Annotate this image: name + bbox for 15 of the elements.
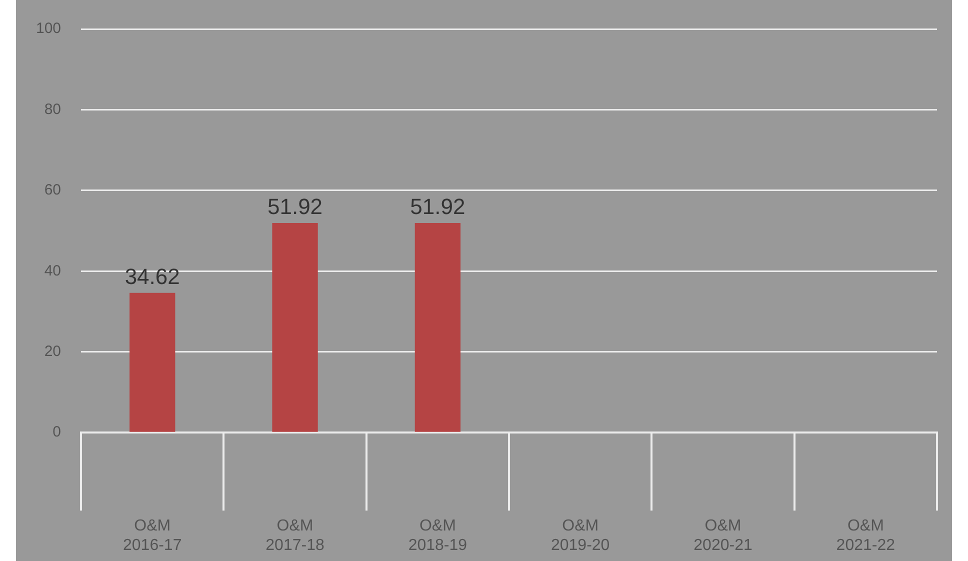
- x-tick-label: O&M 2018-19: [408, 518, 468, 554]
- x-tick-label: O&M 2017-18: [266, 518, 324, 554]
- y-tick-label: 80: [44, 100, 62, 118]
- x-tick-label: O&M 2016-17: [123, 518, 182, 554]
- data-label: 51.92: [410, 194, 466, 220]
- y-tick-label: 0: [52, 424, 62, 441]
- y-tick-label: 20: [44, 343, 62, 360]
- data-label: 51.92: [267, 194, 323, 220]
- data-label: 34.62: [124, 264, 180, 289]
- x-tick-label: O&M 2021-22: [836, 518, 896, 554]
- y-tick-label: 100: [36, 20, 62, 38]
- x-tick-label: O&M 2020-21: [694, 518, 752, 554]
- x-tick-label: O&M 2019-20: [550, 518, 610, 554]
- y-tick-label: 60: [44, 182, 62, 199]
- y-tick-label: 40: [44, 262, 62, 280]
